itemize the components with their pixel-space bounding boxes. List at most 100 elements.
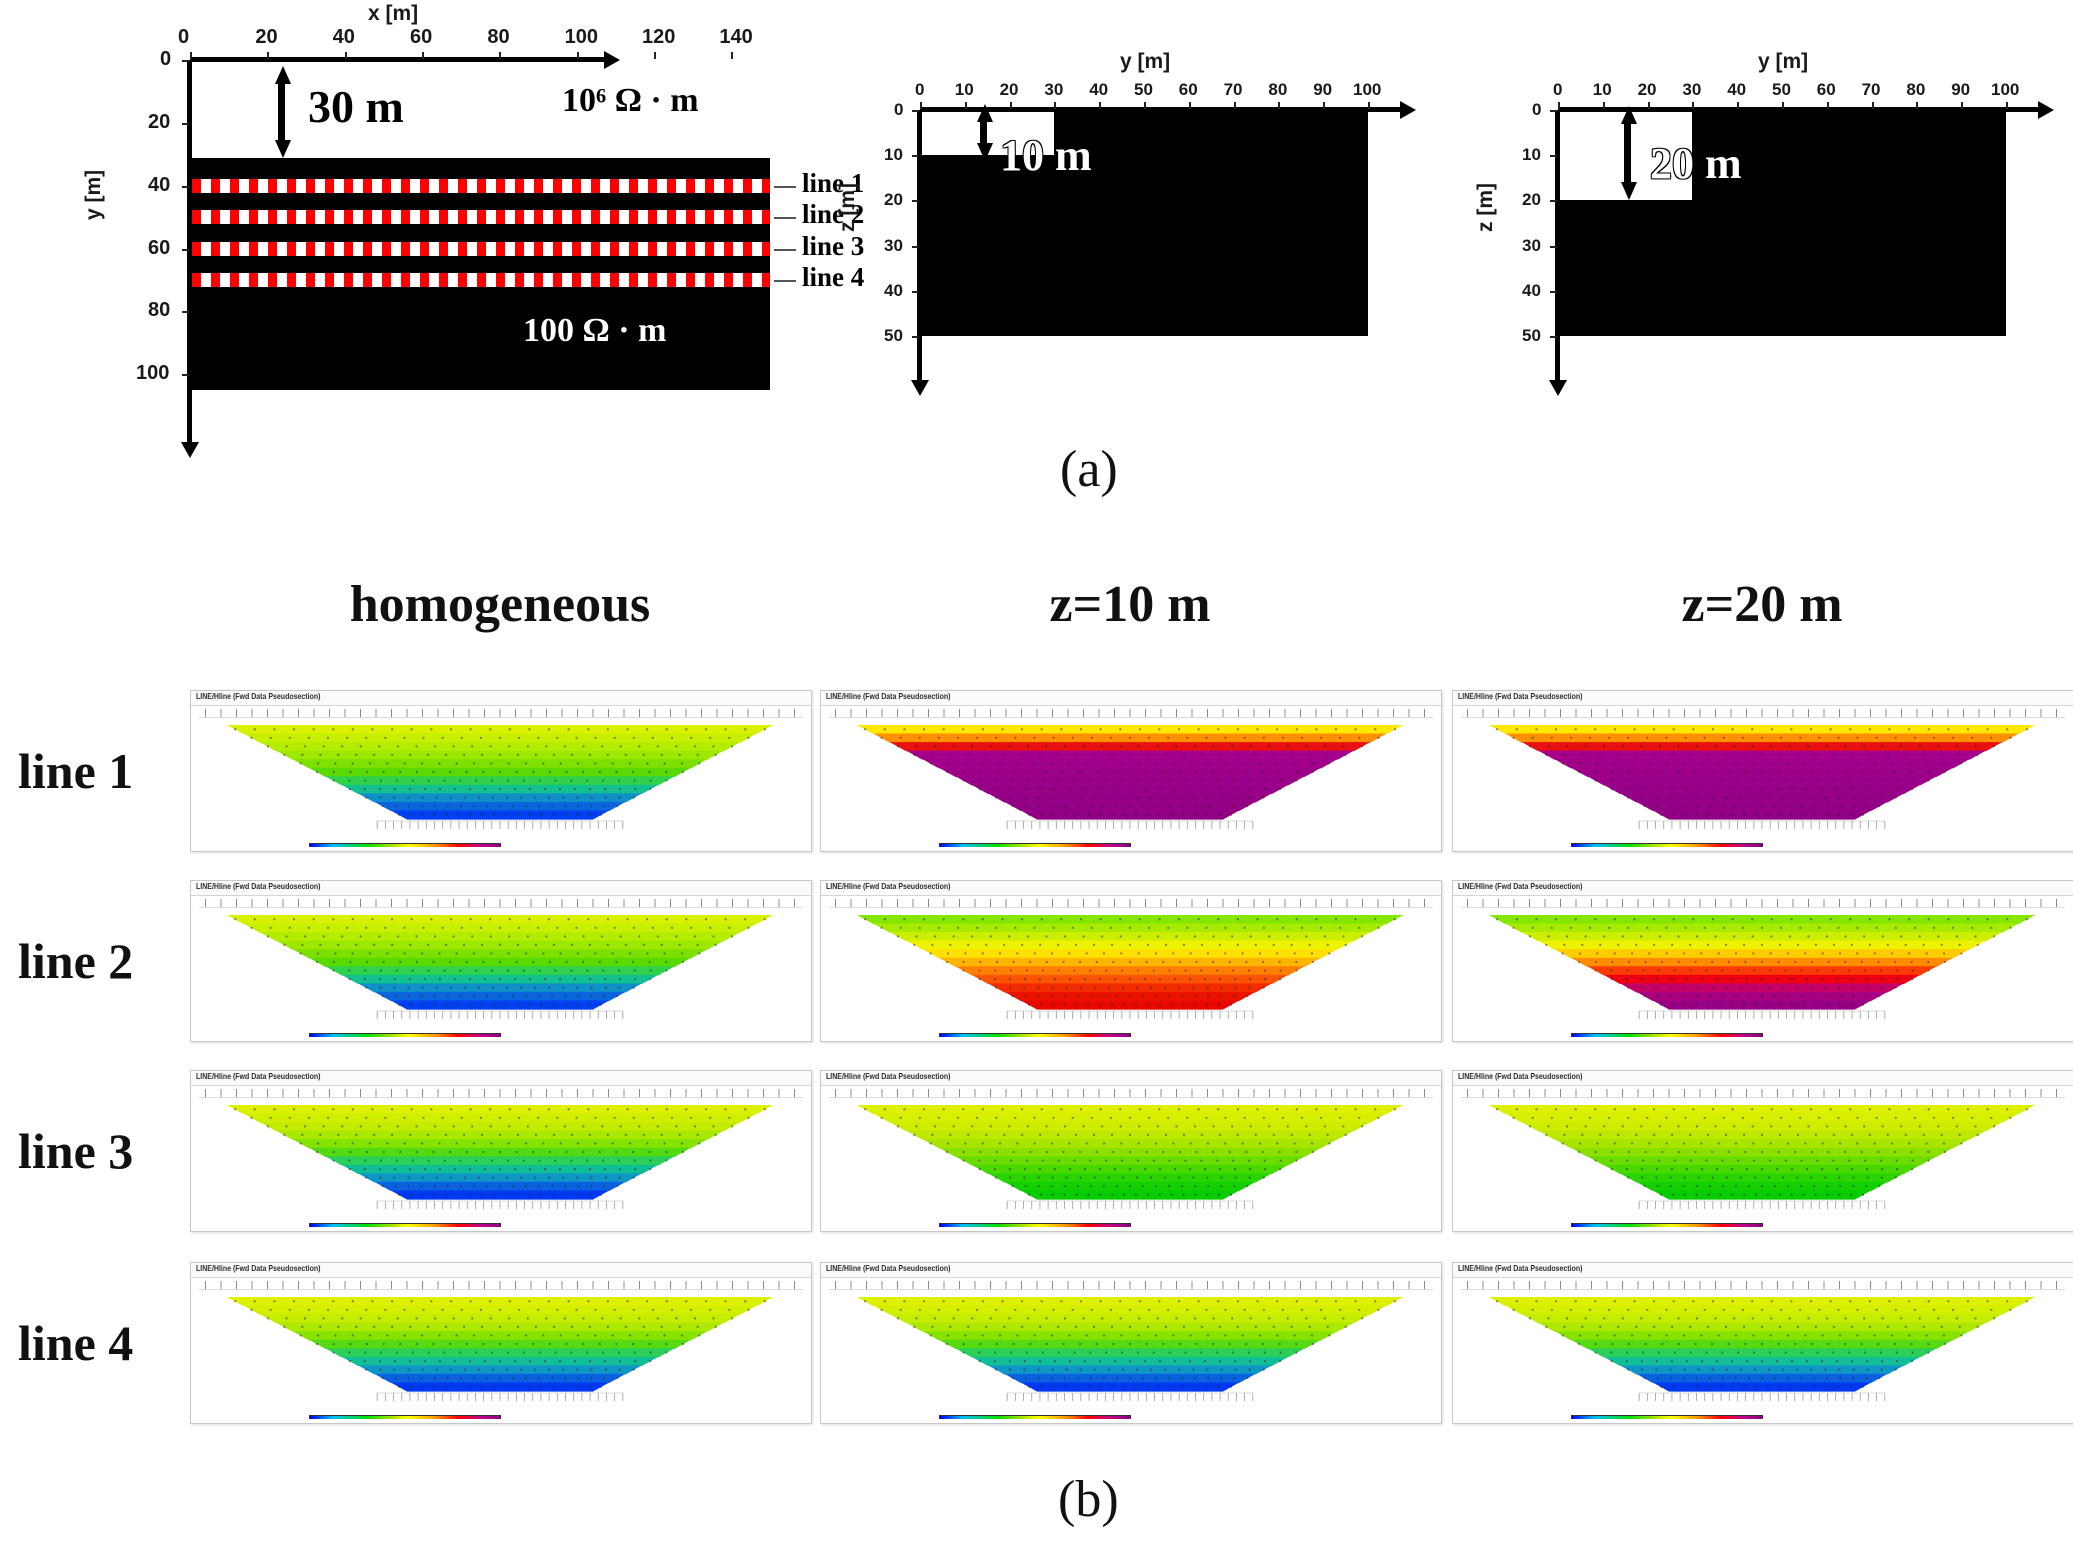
row-header-3: line 3 [18,1123,134,1179]
pseudosection-datapoint [1800,1351,1803,1354]
pseudosection-panel-2-1[interactable]: LINE/Hline (Fwd Data Pseudosection)10204… [190,880,812,1042]
pseudosection-datapoint [469,918,472,921]
pseudosection-datapoint [1065,796,1068,799]
pseudosection-datapoint [1220,995,1223,998]
pseudosection-datapoint [1173,787,1177,791]
pseudosection-datapoint [1344,1133,1347,1137]
pseudosection-datapoint [590,1176,593,1179]
pseudosection-datapoint [1829,1108,1832,1111]
pseudosection-datapoint [1021,1108,1024,1111]
pseudosection-panel-3-3[interactable]: LINE/Hline (Fwd Data Pseudosection)10204… [1452,1070,2073,1232]
pseudosection-panel-1-2[interactable]: LINE/Hline (Fwd Data Pseudosection)10204… [820,690,1442,852]
pseudosection-datapoint [1311,1150,1315,1154]
pseudosection-datapoint [1079,1300,1083,1303]
pseudosection-datapoint [534,753,538,757]
pseudosection-datapoint [1734,1377,1738,1380]
pseudosection-datapoint [656,935,659,938]
pseudosection-datapoint [1164,986,1167,989]
pseudosection-datapoint [326,736,330,739]
pseudosection-datapoint [420,805,423,808]
pseudosection-datapoint [1039,1003,1042,1006]
pseudosection-datapoint [1115,995,1119,998]
pseudosection-datapoint [1671,753,1674,757]
pseudosection-datapoint [1610,787,1613,791]
pseudosection-datapoint [471,935,474,938]
pseudosection-datapoint [1653,1300,1656,1303]
pseudosection-datapoint [730,1317,734,1320]
pseudosection-datapoint [1633,1300,1636,1303]
pseudosection-datapoint [1669,1176,1672,1179]
pseudosection-datapoint [1844,1317,1847,1320]
pseudosection-datapoint [1128,1325,1132,1329]
pseudosection-panel-1-1[interactable]: LINE/Hline (Fwd Data Pseudosection)10204… [190,690,812,852]
plan-thickness-dimension-arrow [275,66,291,158]
pseudosection-datapoint [285,935,288,938]
pseudosection-datapoint [1818,1116,1821,1119]
pseudosection-datapoint [1105,779,1108,782]
pseudosection-panel-2-2[interactable]: LINE/Hline (Fwd Data Pseudosection)10204… [820,880,1442,1042]
pseudosection-datapoint [552,1385,555,1388]
pseudosection-datapoint [498,1325,502,1329]
pseudosection-datapoint [1079,770,1082,774]
pseudosection-panel-4-3[interactable]: LINE/Hline (Fwd Data Pseudosection)10204… [1452,1262,2073,1424]
pseudosection-panel-3-2[interactable]: LINE/Hline (Fwd Data Pseudosection)10204… [820,1070,1442,1232]
pseudosection-datapoint [1837,1308,1840,1311]
pseudosection-datapoint [1168,805,1171,808]
pseudosection-datapoint [1115,1377,1119,1380]
pseudosection-datapoint [1747,1377,1751,1380]
pseudosection-datapoint [1039,1385,1042,1388]
pseudosection-datapoint [616,1185,619,1188]
pseudosection-panel-4-1[interactable]: LINE/Hline (Fwd Data Pseudosection)10204… [190,1262,812,1424]
pseudosection-datapoint [1581,1133,1584,1137]
xsec1-x-tick-label: 90 [1951,80,1971,99]
pseudosection-datapoint [1669,986,1672,989]
pseudosection-datapoint [351,1300,354,1303]
pseudosection-datapoint [1146,943,1150,947]
pseudosection-datapoint [899,1308,902,1311]
pseudosection-datapoint [1826,1185,1829,1188]
pseudosection-datapoint [1784,969,1787,972]
pseudosection-datapoint [522,779,525,782]
pseudosection-datapoint [1835,1167,1839,1171]
pseudosection-datapoint [1295,779,1298,782]
pseudosection-datapoint [994,1351,997,1354]
pseudosection-datapoint [465,770,468,774]
pseudosection-datapoint [480,1133,484,1137]
pseudosection-panel-1-3[interactable]: LINE/Hline (Fwd Data Pseudosection)10204… [1452,690,2073,852]
pseudosection-datapoint [1300,1116,1304,1119]
pseudosection-datapoint [445,1385,448,1388]
pseudosection-datapoint [1721,1377,1724,1380]
pseudosection-datapoint [1715,787,1719,791]
pseudosection-datapoint [981,1334,984,1337]
pseudosection-panel-3-1[interactable]: LINE/Hline (Fwd Data Pseudosection)10204… [190,1070,812,1232]
pseudosection-datapoint [386,762,389,765]
pseudosection-panel-4-2[interactable]: LINE/Hline (Fwd Data Pseudosection)10204… [820,1262,1442,1424]
pseudosection-datapoint [1182,1193,1185,1196]
pseudosection-datapoint [506,969,510,972]
pseudosection-datapoint [542,1334,545,1337]
pseudosection-datapoint [1089,1377,1092,1380]
pseudosection-datapoint [391,1108,394,1111]
pseudosection-panel-2-3[interactable]: LINE/Hline (Fwd Data Pseudosection)10204… [1452,880,2073,1042]
pseudosection-datapoint [1021,1300,1024,1303]
pseudosection-datapoint [528,1359,532,1363]
pseudosection-datapoint [1075,813,1078,816]
pseudosection-datapoint [1677,1342,1680,1346]
plan-x-tick [731,52,734,59]
pseudosection-datapoint [528,1300,531,1303]
pseudosection-titlebar [821,881,1441,896]
pseudosection-datapoint [403,762,406,765]
pseudosection-datapoint [1603,935,1606,938]
pseudosection-datapoint [1838,1334,1842,1337]
pseudosection-datapoint [537,926,540,929]
plan-x-tick-label: 140 [719,26,753,48]
pseudosection-datapoint [1958,1133,1961,1137]
pseudosection-datapoint [269,926,272,929]
pseudosection-datapoint [1300,926,1304,929]
pseudosection-datapoint [1158,1385,1161,1388]
pseudosection-datapoint [315,770,319,774]
pseudosection-datapoint [1281,926,1284,929]
pseudosection-datapoint [1315,728,1318,731]
pseudosection-datapoint [1134,1003,1138,1006]
pseudosection-datapoint [1665,926,1668,929]
